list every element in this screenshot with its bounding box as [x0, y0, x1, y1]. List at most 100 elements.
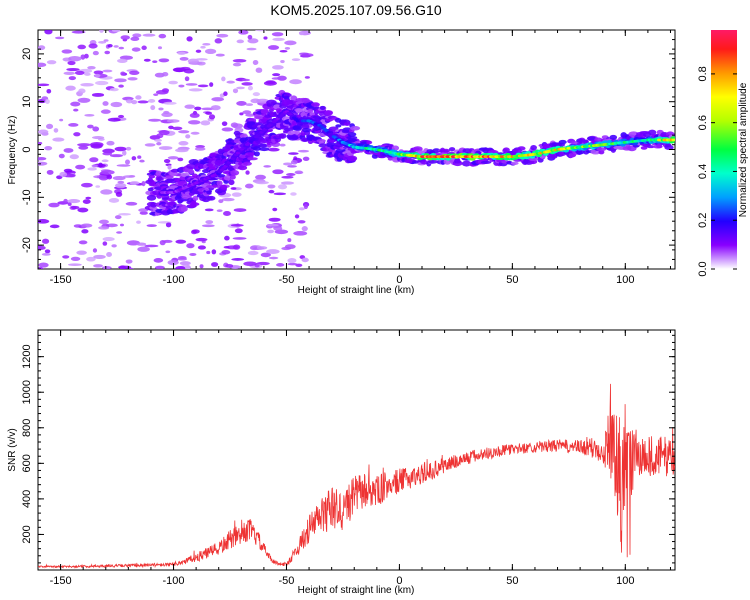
heatmap-cloud-cell: [220, 184, 228, 190]
heatmap-noise-cell: [204, 208, 214, 212]
heatmap-noise-cell: [158, 58, 170, 63]
heatmap-noise-cell: [67, 60, 76, 66]
snr-ytick-label: 400: [21, 490, 33, 508]
heatmap-noise-cell: [139, 159, 145, 163]
heatmap-cloud-cell: [656, 143, 663, 149]
heatmap-cloud-cell: [273, 104, 281, 110]
heatmap-noise-cell: [38, 62, 47, 68]
heatmap-noise-cell: [84, 72, 91, 76]
heatmap-noise-cell: [277, 75, 287, 81]
heatmap-noise-cell: [214, 38, 223, 44]
heatmap-noise-cell: [177, 51, 186, 56]
heatmap-noise-cell: [98, 226, 110, 230]
heatmap-noise-cell: [82, 199, 91, 204]
heatmap-noise-cell: [189, 252, 197, 256]
heatmap-noise-cell: [168, 80, 178, 85]
heatmap-noise-cell: [113, 45, 119, 48]
heatmap-noise-cell: [38, 129, 49, 135]
heatmap-cloud-cell: [156, 176, 164, 182]
heatmap-noise-cell: [225, 263, 234, 268]
heatmap-noise-cell: [165, 250, 171, 254]
heatmap-noise-cell: [230, 187, 237, 190]
heatmap-noise-cell: [267, 147, 280, 152]
colorbar-ticks: 0.0 0.2 0.4 0.6 0.8: [697, 66, 737, 277]
heatmap-noise-cell: [102, 152, 113, 156]
heatmap-noise-cell: [66, 67, 80, 72]
heatmap-noise-cell: [232, 237, 247, 240]
heatmap-cloud-cell: [228, 167, 235, 172]
heatmap-cloud-cell: [150, 202, 158, 208]
heatmap-noise-cell: [92, 126, 100, 132]
heatmap-noise-cell: [260, 252, 271, 258]
heatmap-noise-cell: [304, 76, 310, 79]
heatmap-noise-cell: [92, 50, 99, 56]
heatmap-noise-cell: [102, 236, 115, 242]
heatmap-noise-cell: [178, 130, 190, 134]
heatmap-noise-cell: [279, 143, 286, 147]
heatmap-cloud-cell: [609, 134, 618, 140]
heatmap-noise-cell: [129, 181, 140, 185]
heatmap-noise-cell: [111, 244, 117, 248]
heatmap-noise-cell: [267, 229, 275, 234]
heatmap-noise-cell: [271, 65, 284, 70]
heatmap-noise-cell: [120, 71, 126, 76]
heatmap-noise-cell: [286, 173, 296, 176]
heatmap-noise-cell: [216, 33, 229, 38]
heatmap-noise-cell: [211, 249, 217, 255]
heatmap-noise-cell: [301, 53, 314, 57]
snr-xtick-label: 50: [506, 575, 518, 587]
heatmap-cloud-cell: [664, 145, 674, 151]
heatmap-noise-cell: [157, 46, 163, 50]
heatmap-noise-cell: [98, 175, 109, 181]
heatmap-noise-cell: [136, 242, 147, 246]
heatmap-noise-cell: [221, 197, 235, 202]
snr-xtick-label: 100: [616, 575, 634, 587]
colorbar-bar: [711, 30, 737, 269]
heatmap-cloud-cell: [253, 151, 260, 157]
heatmap-cloud-cell: [155, 170, 162, 177]
heatmap-noise-cell: [104, 50, 111, 55]
heatmap-noise-cell: [197, 245, 207, 250]
heatmap-noise-cell: [167, 164, 172, 170]
heatmap-noise-cell: [102, 101, 109, 106]
heatmap-noise-cell: [102, 241, 108, 246]
heatmap-noise-cell: [201, 107, 214, 111]
heatmap-noise-cell: [136, 220, 141, 224]
heatmap-noise-cell: [102, 69, 113, 73]
snr-ytick-label: 1200: [21, 344, 33, 368]
heatmap-noise-cell: [80, 83, 94, 87]
heatmap-noise-cell: [233, 208, 247, 212]
spectrogram-xlabel: Height of straight line (km): [298, 285, 415, 296]
heatmap-noise-cell: [75, 164, 86, 170]
heatmap-noise-cell: [183, 68, 195, 74]
heatmap-noise-cell: [137, 155, 142, 159]
heatmap-noise-cell: [218, 199, 224, 204]
heatmap-cloud-cell: [341, 129, 352, 134]
heatmap-noise-cell: [238, 30, 249, 35]
heatmap-noise-cell: [135, 95, 142, 100]
heatmap-noise-cell: [53, 128, 59, 133]
heatmap-cloud-cell: [301, 127, 312, 133]
heatmap-cloud-cell: [292, 120, 298, 127]
heatmap-noise-cell: [118, 265, 132, 269]
heatmap-noise-cell: [118, 213, 131, 216]
heatmap-cloud-cell: [252, 146, 262, 151]
heatmap-noise-cell: [98, 162, 103, 168]
heatmap-noise-cell: [158, 146, 173, 150]
heatmap-noise-cell: [100, 189, 113, 195]
heatmap-noise-cell: [93, 264, 103, 268]
heatmap-noise-cell: [268, 189, 275, 194]
heatmap-noise-cell: [194, 147, 206, 151]
heatmap-noise-cell: [38, 141, 43, 145]
heatmap-noise-cell: [158, 107, 164, 111]
heatmap-noise-cell: [54, 36, 65, 40]
heatmap-noise-cell: [41, 238, 50, 244]
snr-ytick-label: 200: [21, 525, 33, 543]
heatmap-cloud-cell: [347, 155, 358, 162]
heatmap-noise-cell: [177, 157, 184, 162]
heatmap-noise-cell: [232, 244, 241, 250]
heatmap-noise-cell: [247, 38, 259, 44]
heatmap-cloud-cell: [287, 134, 299, 141]
